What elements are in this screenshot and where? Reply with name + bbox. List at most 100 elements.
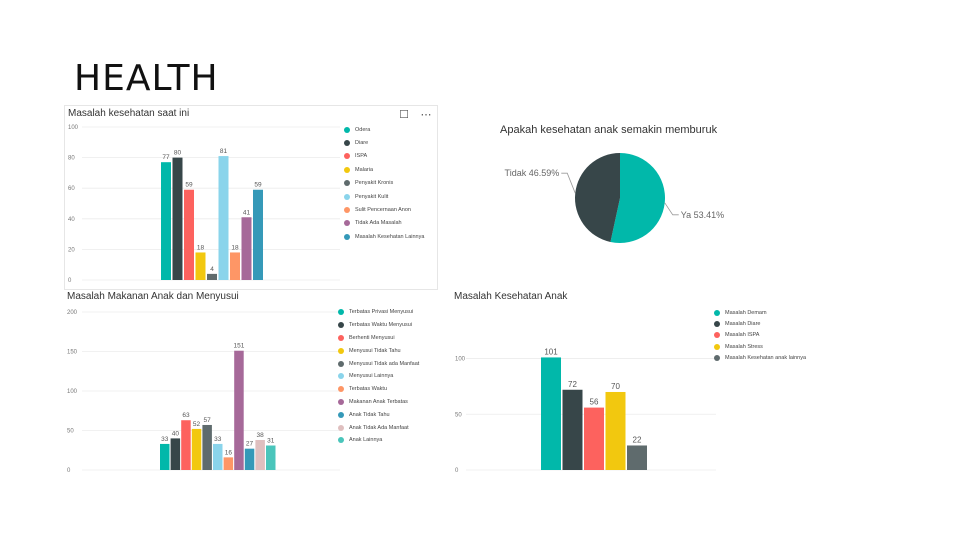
legend-marker — [344, 193, 350, 200]
legend-marker — [338, 411, 344, 418]
legend-item[interactable]: Terbatas Privasi Menyusui — [338, 306, 419, 319]
bar-penyakit-kronis — [207, 273, 217, 280]
y-tick-label: 150 — [67, 350, 78, 356]
legend-label: Diare — [355, 140, 369, 147]
legend-item[interactable]: Masalah Stress — [714, 341, 806, 352]
legend-marker — [338, 437, 344, 444]
data-label: 33 — [161, 436, 169, 443]
y-tick-label: 100 — [68, 125, 79, 131]
bar-makanan-anak-terbatas — [234, 350, 244, 470]
data-label: 57 — [204, 417, 212, 424]
y-tick-label: 0 — [455, 468, 459, 474]
legend-item[interactable]: Penyakit Kronis — [344, 177, 424, 190]
legend-label: Terbatas Waktu Menyusui — [349, 322, 413, 329]
slide-title: HEALTH — [74, 58, 219, 99]
y-tick-label: 80 — [68, 156, 75, 162]
legend-marker — [714, 355, 720, 362]
legend-item[interactable]: Menyusui Tidak Tahu — [338, 344, 419, 357]
more-options-icon[interactable]: ⋯ — [420, 109, 432, 121]
legend-item[interactable]: Penyakit Kulit — [344, 190, 424, 203]
visual-toolbar: ☐ ⋯ — [397, 108, 433, 122]
legend-marker — [714, 332, 720, 339]
panel-current-health-issues: Masalah kesehatan saat ini ☐ ⋯ — [64, 105, 438, 290]
legend-marker — [338, 360, 344, 367]
legend-item[interactable]: Berhenti Menyusui — [338, 332, 419, 345]
legend-item[interactable]: Terbatas Waktu Menyusui — [338, 319, 419, 332]
bar-masalah-kesehatan-lainnya — [253, 189, 263, 280]
bar-terbatas-waktu — [223, 457, 234, 470]
legend-label: Sulit Pencernaan Anon — [355, 207, 411, 214]
y-tick-label: 100 — [67, 389, 78, 395]
legend-item[interactable]: Odera — [344, 123, 424, 136]
legend-marker — [344, 207, 350, 214]
legend-label: Masalah Stress — [725, 343, 763, 350]
bar-berhenti-menyusui — [181, 420, 191, 470]
legend-label: Masalah Diare — [725, 321, 761, 328]
legend-marker — [338, 398, 344, 405]
legend-item[interactable]: Masalah ISPA — [714, 330, 806, 341]
legend-label: Masalah Demam — [725, 309, 767, 316]
bar-anak-tidak-ada-manfaat — [255, 439, 265, 470]
y-tick-label: 0 — [68, 278, 72, 284]
legend-item[interactable]: Anak Lainnya — [338, 434, 419, 447]
legend-label: Makanan Anak Terbatas — [349, 398, 408, 405]
bar-penyakit-kulit — [218, 156, 229, 280]
bar-terbatas-privasi-menyusui — [160, 443, 170, 470]
data-label: 70 — [611, 382, 620, 391]
legend-item[interactable]: Anak Tidak Tahu — [338, 408, 419, 421]
legend-item[interactable]: Tidak Ada Masalah — [344, 217, 424, 230]
legend-label: Malaria — [355, 166, 374, 173]
legend-marker — [344, 126, 350, 133]
legend-label: Anak Tidak Ada Manfaat — [349, 424, 409, 431]
y-tick-label: 50 — [67, 429, 74, 435]
legend-label: Terbatas Waktu — [349, 386, 388, 393]
data-label: 40 — [172, 430, 180, 437]
legend-label: Menyusui Tidak ada Manfaat — [349, 360, 420, 367]
legend-label: Odera — [355, 126, 371, 133]
chart-title: Masalah Kesehatan Anak — [454, 291, 568, 302]
legend-item[interactable]: Masalah Diare — [714, 318, 806, 329]
legend-item[interactable]: Makanan Anak Terbatas — [338, 396, 419, 409]
legend-item[interactable]: Anak Tidak Ada Manfaat — [338, 421, 419, 434]
bar-masalah-stress — [605, 391, 626, 470]
leader-line — [561, 172, 576, 194]
focus-mode-icon[interactable]: ☐ — [399, 109, 409, 121]
bar-sulit-pencernaan-anon — [230, 252, 240, 280]
data-label: 56 — [590, 398, 599, 407]
data-label: 101 — [544, 347, 558, 356]
legend-item[interactable]: Terbatas Waktu — [338, 383, 419, 396]
legend-item[interactable]: Diare — [344, 136, 424, 149]
legend-marker — [714, 309, 720, 316]
legend-marker — [338, 424, 344, 431]
pie-slice-ya — [610, 153, 665, 243]
legend-label: Menyusui Tidak Tahu — [349, 347, 401, 354]
y-tick-label: 100 — [455, 357, 466, 363]
pie-label: Tidak 46.59% — [505, 168, 560, 178]
y-tick-label: 20 — [68, 247, 75, 253]
legend-item[interactable]: Sulit Pencernaan Anon — [344, 203, 424, 216]
bar-chart-current-health: 100 80 60 40 20 0 77 80 59 18 4 81 18 41 59 — [68, 125, 340, 284]
legend-item[interactable]: Menyusui Lainnya — [338, 370, 419, 383]
legend-item[interactable]: Menyusui Tidak ada Manfaat — [338, 357, 419, 370]
legend-label: Berhenti Menyusui — [349, 334, 395, 341]
y-tick-label: 40 — [68, 217, 75, 223]
y-tick-label: 60 — [68, 186, 75, 192]
data-label: 22 — [633, 435, 642, 444]
data-label: 59 — [254, 182, 262, 189]
data-label: 4 — [210, 266, 214, 273]
legend-item[interactable]: Masalah Kesehatan Lainnya — [344, 230, 424, 243]
legend-item[interactable]: ISPA — [344, 150, 424, 163]
bar-diare — [172, 157, 183, 280]
legend-item[interactable]: Masalah Kesehatan anak lainnya — [714, 353, 806, 364]
legend-marker — [344, 166, 350, 173]
legend-marker — [714, 321, 720, 328]
legend-item[interactable]: Masalah Demam — [714, 307, 806, 318]
bar-masalah-kesehatan-anak-lainnya — [627, 445, 647, 470]
legend-label: Masalah Kesehatan anak lainnya — [725, 355, 807, 362]
legend-label: ISPA — [355, 153, 368, 160]
legend-item[interactable]: Malaria — [344, 163, 424, 176]
data-label: 16 — [225, 449, 233, 456]
bar-menyusui-tidak-ada-manfaat — [202, 424, 212, 470]
legend-marker — [338, 373, 344, 380]
